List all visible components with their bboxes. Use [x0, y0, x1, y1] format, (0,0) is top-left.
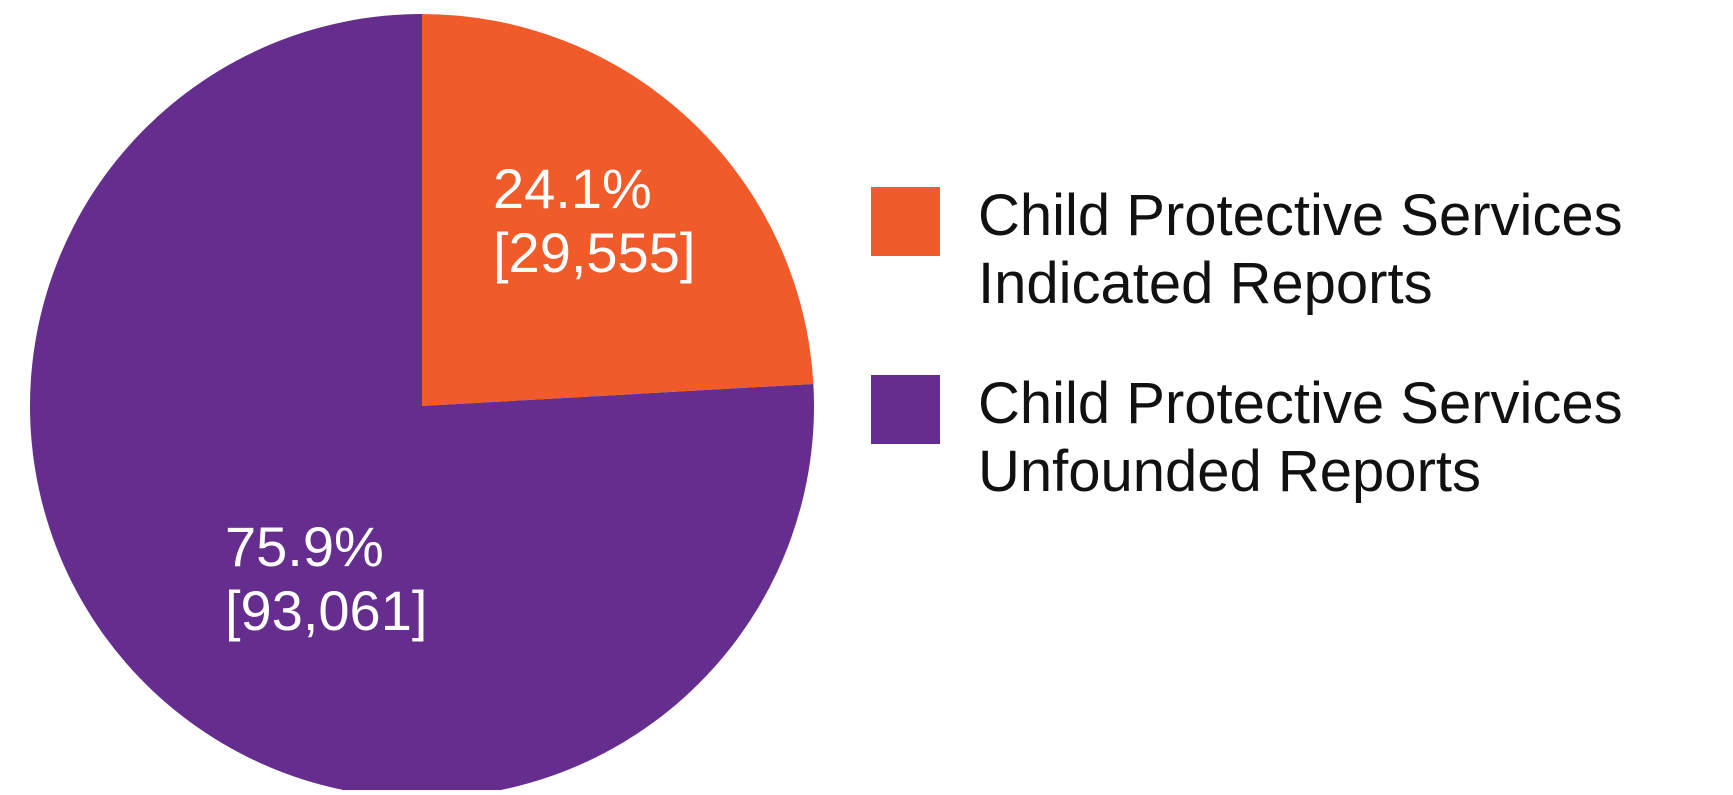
slice-count-label-indicated: [29,555] — [493, 221, 695, 284]
slice-count-label-unfounded: [93,061] — [225, 579, 427, 642]
legend-swatch-unfounded — [871, 375, 940, 444]
pie-slice-indicated — [422, 13, 814, 406]
legend-label-unfounded: Child Protective Services Unfounded Repo… — [978, 371, 1623, 504]
legend-item-indicated: Child Protective Services Indicated Repo… — [871, 182, 1721, 318]
slice-percent-label-unfounded: 75.9% — [225, 515, 384, 578]
legend-item-unfounded: Child Protective Services Unfounded Repo… — [871, 370, 1721, 506]
pie-slice-unfounded — [30, 14, 814, 795]
legend-swatch-indicated — [871, 187, 940, 256]
legend-label-indicated: Child Protective Services Indicated Repo… — [978, 183, 1623, 316]
slice-percent-label-indicated: 24.1% — [493, 157, 652, 220]
legend: Child Protective Services Indicated Repo… — [871, 182, 1721, 558]
